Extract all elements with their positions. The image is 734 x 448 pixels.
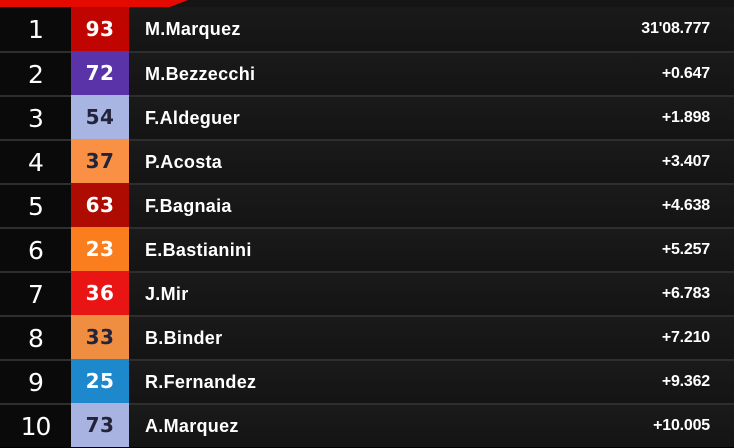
rider-number-badge: 54 bbox=[71, 95, 129, 139]
standings-row[interactable]: 5 63 F.Bagnaia +4.638 bbox=[0, 183, 734, 227]
standings-list: 1 93 M.Marquez 31'08.777 2 72 M.Bezzecch… bbox=[0, 7, 734, 447]
rider-name: E.Bastianini bbox=[145, 239, 252, 260]
gap-time: +10.005 bbox=[653, 417, 710, 434]
standings-row[interactable]: 10 73 A.Marquez +10.005 bbox=[0, 403, 734, 447]
header-accent-bar bbox=[0, 0, 188, 7]
rider-number-badge: 36 bbox=[71, 271, 129, 315]
position-number: 6 bbox=[0, 229, 71, 271]
standings-row[interactable]: 2 72 M.Bezzecchi +0.647 bbox=[0, 51, 734, 95]
gap-time: +0.647 bbox=[661, 65, 710, 82]
gap-time: +5.257 bbox=[661, 241, 710, 258]
gap-time: 31'08.777 bbox=[641, 20, 710, 37]
position-number: 8 bbox=[0, 317, 71, 359]
rider-name: R.Fernandez bbox=[145, 371, 257, 392]
position-number: 7 bbox=[0, 273, 71, 315]
standings-row[interactable]: 4 37 P.Acosta +3.407 bbox=[0, 139, 734, 183]
rider-number-badge: 73 bbox=[71, 403, 129, 447]
position-number: 3 bbox=[0, 97, 71, 139]
header-bar bbox=[0, 0, 734, 7]
rider-number-badge: 63 bbox=[71, 183, 129, 227]
gap-time: +3.407 bbox=[661, 153, 710, 170]
standings-row[interactable]: 1 93 M.Marquez 31'08.777 bbox=[0, 7, 734, 51]
rider-number-badge: 23 bbox=[71, 227, 129, 271]
rider-number-badge: 25 bbox=[71, 359, 129, 403]
rider-number-badge: 37 bbox=[71, 139, 129, 183]
standings-row[interactable]: 7 36 J.Mir +6.783 bbox=[0, 271, 734, 315]
position-number: 4 bbox=[0, 141, 71, 183]
position-number: 1 bbox=[0, 7, 71, 51]
rider-number-badge: 72 bbox=[71, 51, 129, 95]
gap-time: +9.362 bbox=[661, 373, 710, 390]
gap-time: +1.898 bbox=[661, 109, 710, 126]
rider-name: P.Acosta bbox=[145, 151, 223, 172]
rider-name: F.Aldeguer bbox=[145, 107, 241, 128]
position-number: 9 bbox=[0, 361, 71, 403]
gap-time: +7.210 bbox=[661, 329, 710, 346]
position-number: 2 bbox=[0, 53, 71, 95]
rider-name: B.Binder bbox=[145, 327, 223, 348]
standings-row[interactable]: 6 23 E.Bastianini +5.257 bbox=[0, 227, 734, 271]
gap-time: +4.638 bbox=[661, 197, 710, 214]
gap-time: +6.783 bbox=[661, 285, 710, 302]
standings-row[interactable]: 3 54 F.Aldeguer +1.898 bbox=[0, 95, 734, 139]
rider-name: M.Marquez bbox=[145, 18, 241, 39]
rider-name: M.Bezzecchi bbox=[145, 63, 256, 84]
position-number: 10 bbox=[0, 405, 71, 447]
rider-name: A.Marquez bbox=[145, 415, 239, 436]
rider-name: F.Bagnaia bbox=[145, 195, 232, 216]
rider-number-badge: 33 bbox=[71, 315, 129, 359]
standings-row[interactable]: 9 25 R.Fernandez +9.362 bbox=[0, 359, 734, 403]
position-number: 5 bbox=[0, 185, 71, 227]
rider-number-badge: 93 bbox=[71, 7, 129, 51]
rider-name: J.Mir bbox=[145, 283, 189, 304]
standings-row[interactable]: 8 33 B.Binder +7.210 bbox=[0, 315, 734, 359]
